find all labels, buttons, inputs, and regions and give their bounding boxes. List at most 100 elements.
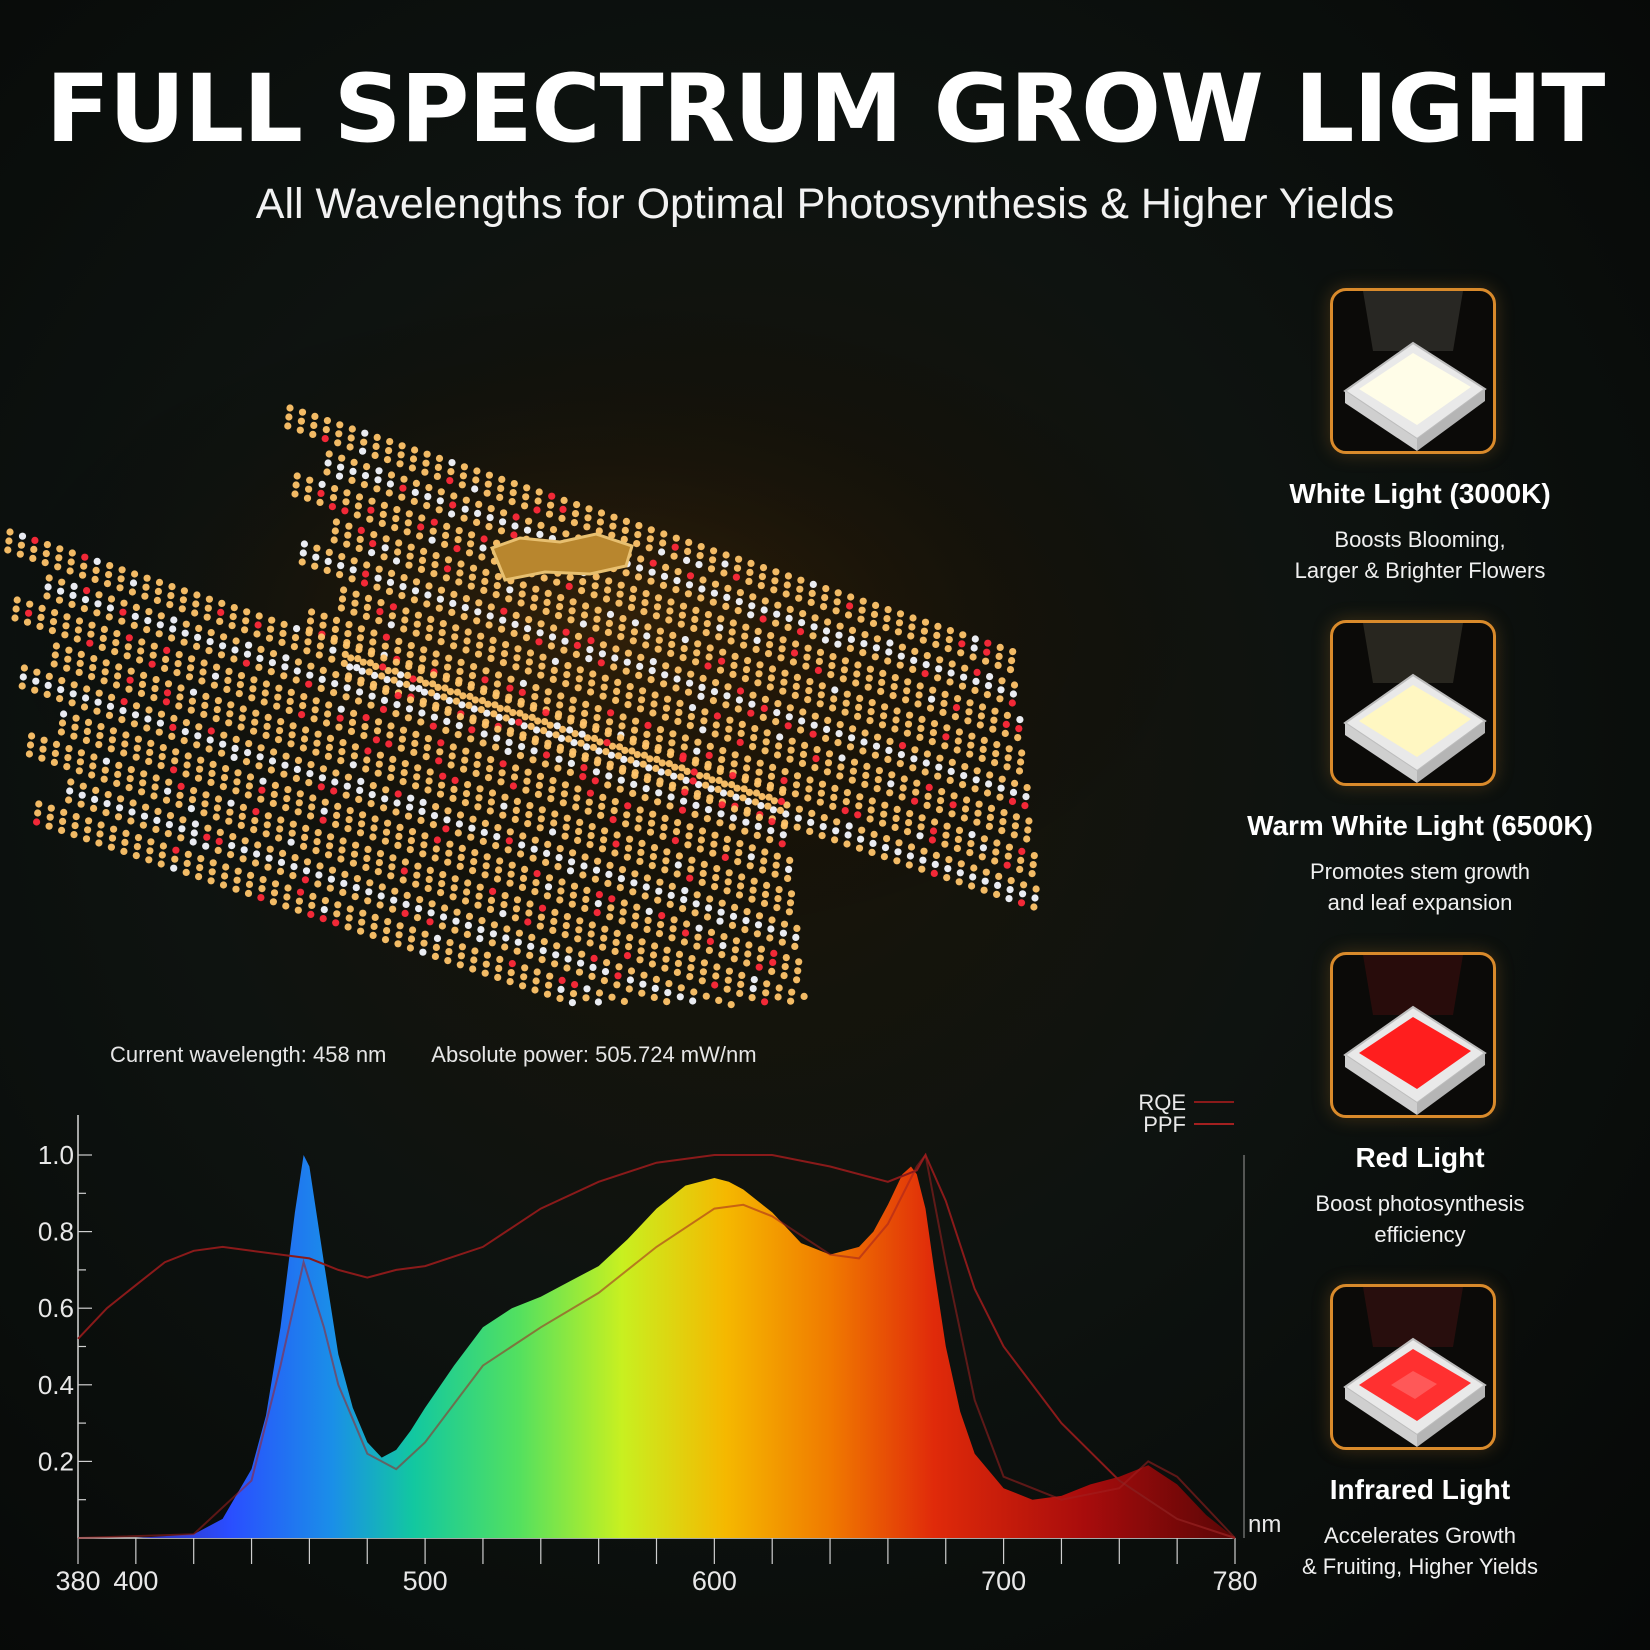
led-dot xyxy=(1003,861,1011,869)
led-dot xyxy=(673,675,681,683)
x-tick-label: 500 xyxy=(403,1566,448,1596)
led-dot xyxy=(328,866,337,874)
led-dot xyxy=(147,838,155,846)
led-dot xyxy=(909,665,917,673)
led-dot xyxy=(745,577,753,585)
led-dot xyxy=(781,963,789,971)
led-dot xyxy=(900,775,908,783)
led-dot xyxy=(313,838,321,846)
led-dot xyxy=(484,700,492,708)
led-dot xyxy=(531,986,539,994)
led-dot xyxy=(670,552,678,560)
led-dot xyxy=(386,731,394,739)
led-dot xyxy=(435,506,443,514)
led-dot xyxy=(439,620,447,628)
led-dot xyxy=(772,619,780,627)
led-dot xyxy=(673,870,681,878)
led-dot xyxy=(189,688,198,696)
led-dot xyxy=(524,768,532,776)
led-dot xyxy=(582,700,590,708)
led-dot xyxy=(599,692,607,700)
led-dot xyxy=(562,530,570,538)
led-dot xyxy=(913,779,921,787)
led-dot xyxy=(801,741,809,749)
led-dot xyxy=(834,739,842,747)
led-dot xyxy=(751,725,759,733)
led-dot xyxy=(571,981,579,989)
led-dot xyxy=(760,899,769,908)
led-dot xyxy=(95,839,103,847)
led-dot xyxy=(227,851,235,859)
led-dot xyxy=(658,912,666,920)
led-dot xyxy=(813,746,821,754)
led-dot xyxy=(127,667,135,675)
led-dot xyxy=(354,502,362,510)
led-dot xyxy=(196,765,204,773)
led-dot xyxy=(80,562,88,570)
led-bars xyxy=(4,404,1040,1009)
led-dot xyxy=(914,700,922,708)
led-dot xyxy=(227,799,235,807)
led-dot xyxy=(548,786,556,794)
led-dot xyxy=(785,614,793,622)
led-dot xyxy=(434,683,442,691)
led-dot xyxy=(90,804,98,813)
led-dot xyxy=(706,742,714,750)
led-dot xyxy=(365,668,373,676)
led-dot xyxy=(657,921,665,929)
led-dot xyxy=(895,619,904,627)
led-dot xyxy=(769,806,778,814)
led-dot xyxy=(255,663,263,671)
led-dot xyxy=(940,699,948,707)
led-dot xyxy=(193,741,201,749)
led-dot xyxy=(463,930,471,939)
led-dot xyxy=(99,634,107,642)
led-dot xyxy=(118,566,126,574)
led-dot xyxy=(728,628,736,636)
led-dot xyxy=(55,596,64,604)
led-dot xyxy=(776,806,785,815)
led-dot xyxy=(222,863,230,871)
led-dot xyxy=(666,900,674,909)
led-dot xyxy=(504,846,512,854)
led-dot xyxy=(624,649,633,657)
led-dot xyxy=(652,764,660,772)
led-dot xyxy=(997,784,1005,792)
led-dot xyxy=(512,806,520,815)
led-dot xyxy=(531,738,539,746)
led-dot xyxy=(710,589,719,597)
led-dot xyxy=(268,757,277,765)
led-dot xyxy=(80,605,88,613)
led-dot xyxy=(800,992,808,1001)
x-tick-label: 400 xyxy=(113,1566,158,1596)
led-dot xyxy=(331,527,339,535)
led-dot xyxy=(726,716,734,724)
led-dot xyxy=(649,951,658,959)
led-dot xyxy=(585,655,593,663)
led-dot xyxy=(671,543,679,551)
led-dot xyxy=(505,837,513,845)
led-dot xyxy=(1003,711,1012,719)
led-dot xyxy=(680,645,688,653)
led-dot xyxy=(492,591,500,599)
led-dot xyxy=(438,629,446,637)
led-dot xyxy=(648,667,656,675)
led-dot xyxy=(367,506,375,514)
led-dot xyxy=(941,840,949,848)
led-dot xyxy=(361,472,370,480)
led-dot xyxy=(896,760,904,768)
led-dot xyxy=(601,925,609,933)
led-dot xyxy=(252,808,260,816)
led-dot xyxy=(113,630,121,638)
led-dot xyxy=(720,569,728,577)
led-dot xyxy=(938,788,946,796)
led-dot xyxy=(242,659,250,667)
led-dot xyxy=(256,654,264,662)
led-dot xyxy=(730,661,738,669)
led-dot xyxy=(686,679,694,687)
led-dot xyxy=(420,841,428,849)
led-dot xyxy=(1025,817,1033,825)
led-dot xyxy=(175,800,183,808)
led-dot xyxy=(96,732,104,740)
